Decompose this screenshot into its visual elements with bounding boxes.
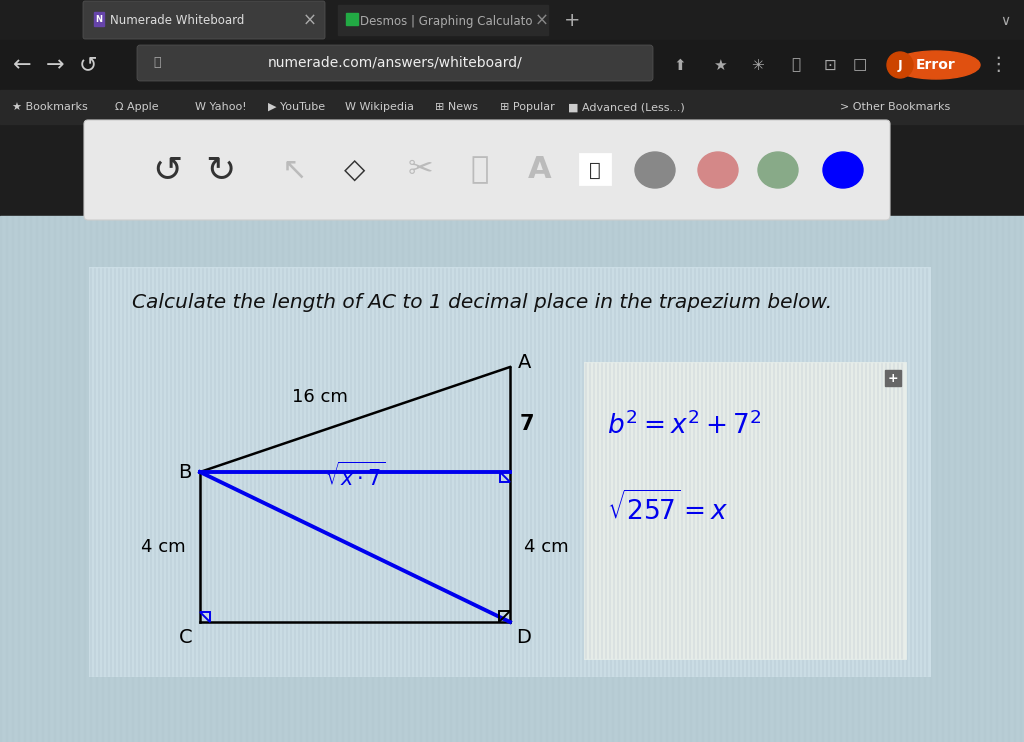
Bar	[0, 0, 1024, 40]
Text: ★: ★	[713, 57, 727, 73]
Text: ⋮: ⋮	[988, 56, 1008, 74]
Text: ↺: ↺	[152, 153, 182, 187]
Text: N: N	[95, 15, 102, 24]
Text: □: □	[853, 57, 867, 73]
Text: B: B	[178, 462, 193, 482]
Ellipse shape	[892, 51, 980, 79]
Text: ×: ×	[303, 12, 317, 30]
Text: $b^2 = x^2 + 7^2$: $b^2 = x^2 + 7^2$	[607, 411, 761, 439]
Text: $\sqrt{x\cdot7}$: $\sqrt{x\cdot7}$	[325, 462, 385, 490]
Text: 🖼: 🖼	[589, 160, 601, 180]
Text: ∨: ∨	[1000, 14, 1010, 28]
Bar	[580, 154, 610, 184]
Circle shape	[887, 52, 913, 78]
Ellipse shape	[823, 152, 863, 188]
Text: D: D	[516, 628, 530, 647]
Text: +: +	[564, 11, 581, 30]
Text: C: C	[178, 628, 193, 647]
Text: ⊞ Popular: ⊞ Popular	[500, 102, 555, 112]
FancyBboxPatch shape	[83, 1, 325, 39]
Text: 🧩: 🧩	[792, 57, 801, 73]
Text: ↻: ↻	[205, 153, 236, 187]
Bar	[0, 216, 1024, 742]
Text: J: J	[898, 59, 902, 71]
Text: 4 cm: 4 cm	[524, 538, 568, 556]
Text: A: A	[518, 353, 531, 372]
Text: ■ Advanced (Less...): ■ Advanced (Less...)	[568, 102, 685, 112]
Text: ↺: ↺	[79, 55, 97, 75]
Text: ⬆: ⬆	[674, 57, 686, 73]
Bar	[90, 268, 930, 676]
Text: numerade.com/answers/whiteboard/: numerade.com/answers/whiteboard/	[267, 56, 522, 70]
Text: Calculate the length of AC to 1 decimal place in the trapezium below.: Calculate the length of AC to 1 decimal …	[132, 294, 833, 312]
Bar	[885, 370, 901, 386]
Bar	[0, 40, 1024, 90]
Text: 16 cm: 16 cm	[292, 387, 348, 405]
Bar	[0, 90, 1024, 124]
Bar	[94, 12, 104, 26]
Text: ←: ←	[12, 55, 32, 75]
FancyBboxPatch shape	[84, 120, 890, 220]
Text: 🔒: 🔒	[153, 56, 161, 70]
Text: A: A	[528, 156, 552, 185]
Bar	[338, 5, 548, 35]
Text: W Yahoo!: W Yahoo!	[195, 102, 247, 112]
Text: > Other Bookmarks: > Other Bookmarks	[840, 102, 950, 112]
Text: ▶ YouTube: ▶ YouTube	[268, 102, 326, 112]
Ellipse shape	[698, 152, 738, 188]
Text: ×: ×	[536, 12, 549, 30]
Text: ✂: ✂	[408, 156, 433, 185]
Text: Numerade Whiteboard: Numerade Whiteboard	[110, 15, 245, 27]
Text: ⊞ News: ⊞ News	[435, 102, 478, 112]
Text: ✳: ✳	[752, 57, 764, 73]
Text: Desmos | Graphing Calculato: Desmos | Graphing Calculato	[360, 15, 532, 27]
Bar	[585, 363, 905, 658]
Text: Ω Apple: Ω Apple	[115, 102, 159, 112]
FancyBboxPatch shape	[137, 45, 653, 81]
Text: Error: Error	[916, 58, 955, 72]
Text: W Wikipedia: W Wikipedia	[345, 102, 414, 112]
Text: ◇: ◇	[344, 156, 366, 184]
Ellipse shape	[758, 152, 798, 188]
Text: +: +	[888, 372, 898, 384]
Text: →: →	[46, 55, 65, 75]
Ellipse shape	[635, 152, 675, 188]
Text: ⊡: ⊡	[823, 57, 837, 73]
Text: ⟋: ⟋	[471, 156, 489, 185]
Text: ↖: ↖	[283, 156, 308, 185]
Text: 7: 7	[520, 415, 535, 435]
Bar	[346, 13, 358, 25]
Text: ★ Bookmarks: ★ Bookmarks	[12, 102, 88, 112]
Text: 4 cm: 4 cm	[141, 538, 186, 556]
Text: $\sqrt{257} = x$: $\sqrt{257} = x$	[607, 490, 728, 525]
